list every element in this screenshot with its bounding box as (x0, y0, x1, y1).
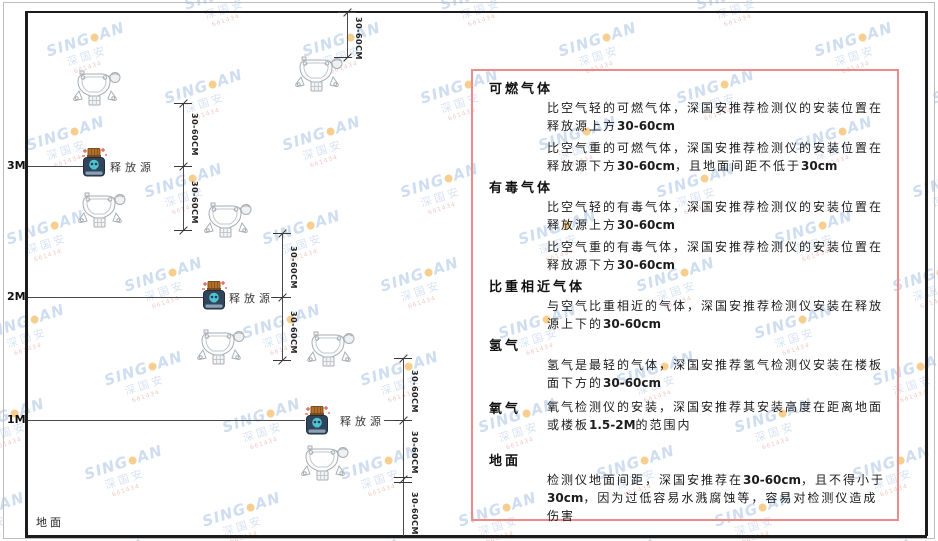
section-heading-similar-density-gas: 比重相近气体 (489, 280, 586, 295)
connector-1m-to-dimension (384, 420, 403, 421)
dimension-label-2m-below: 30-60CM (289, 311, 298, 354)
dimension-label-1m-above: 30-60CM (410, 370, 419, 413)
section-heading-toxic-gas: 有毒气体 (489, 181, 554, 196)
section-heading-hydrogen: 氢气 (489, 339, 522, 354)
dimension-line-1m (403, 358, 404, 536)
right-wall-line (925, 11, 928, 536)
paragraph-hydrogen: 氢气是最轻的气体，深国安推荐氢气检测仪安装在楼板面下方的30-60cm (547, 358, 884, 390)
release-source-icon (305, 406, 330, 435)
dimension-tick (394, 482, 412, 483)
dimension-label-ceiling: 30-60CM (354, 17, 363, 60)
paragraph-ground: 检测仪地面间距，深国安推荐在30-60cm，且不得小于30cm，因为过低容易水溅… (547, 473, 886, 523)
dimension-tick (334, 57, 352, 58)
gas-detector-icon (295, 56, 343, 92)
section-heading-combustible-gas: 可燃气体 (489, 82, 554, 97)
ceiling-line (25, 11, 927, 13)
height-line-3m (28, 166, 83, 167)
release-source-label: 释放源 (229, 292, 274, 305)
gas-detector-icon (301, 445, 349, 481)
gas-detector-icon (78, 192, 126, 228)
paragraph-combustible-light: 比空气轻的可燃气体，深国安推荐检测仪的安装位置在释放源上方30-60cm (547, 101, 884, 133)
gas-detector-icon (307, 331, 355, 367)
dimension-label-1m-below: 30-60CM (410, 431, 419, 474)
paragraph-toxic-heavy: 比空气重的有毒气体，深国安推荐检测仪的安装位置在释放源下方30-60cm (547, 240, 884, 272)
paragraph-combustible-heavy: 比空气重的可燃气体，深国安推荐检测仪的安装位置在释放源下方30-60cm，且地面… (547, 141, 884, 173)
height-label-2m: 2M (7, 290, 26, 303)
section-heading-oxygen: 氧气 (489, 402, 522, 417)
section-heading-ground: 地面 (489, 454, 522, 469)
dimension-label-ground-gap: 30-60CM (410, 492, 419, 535)
section-oxygen: 氧气 氧气检测仪的安装，深国安推荐其安装高度在距离地面或楼板1.5-2M的范围内 (489, 396, 887, 438)
gas-detector-icon (73, 70, 121, 106)
release-source-icon (202, 281, 227, 310)
gas-detector-icon (204, 202, 252, 238)
release-source-label: 释放源 (110, 161, 155, 174)
floor-line (25, 535, 927, 538)
ground-label: 地面 (36, 516, 64, 529)
dimension-label-2m-above: 30-60CM (289, 246, 298, 289)
height-label-1m: 1M (7, 413, 26, 426)
dimension-label-3m-below: 30-60CM (190, 181, 199, 224)
height-line-2m (28, 297, 203, 298)
paragraph-toxic-light: 比空气轻的有毒气体，深国安推荐检测仪的安装位置在释放源上方30-60cm (547, 200, 884, 232)
height-label-3m: 3M (7, 159, 26, 172)
dimension-line-ceiling (347, 12, 348, 57)
page-border (3, 2, 935, 539)
height-line-1m (28, 420, 305, 421)
release-source-label: 释放源 (340, 415, 385, 428)
paragraph-oxygen: 氧气检测仪的安装，深国安推荐其安装高度在距离地面或楼板1.5-2M的范围内 (547, 400, 884, 432)
paragraph-similar-density: 与空气比重相近的气体，深国安推荐检测仪安装在释放源上下的30-60cm (547, 299, 884, 331)
gas-detector-icon (197, 329, 245, 365)
dimension-label-3m-above: 30-60CM (190, 113, 199, 156)
installation-guidelines-panel: 可燃气体 比空气轻的可燃气体，深国安推荐检测仪的安装位置在释放源上方30-60c… (471, 69, 899, 523)
release-source-icon (82, 148, 107, 177)
left-wall-line (25, 11, 28, 536)
